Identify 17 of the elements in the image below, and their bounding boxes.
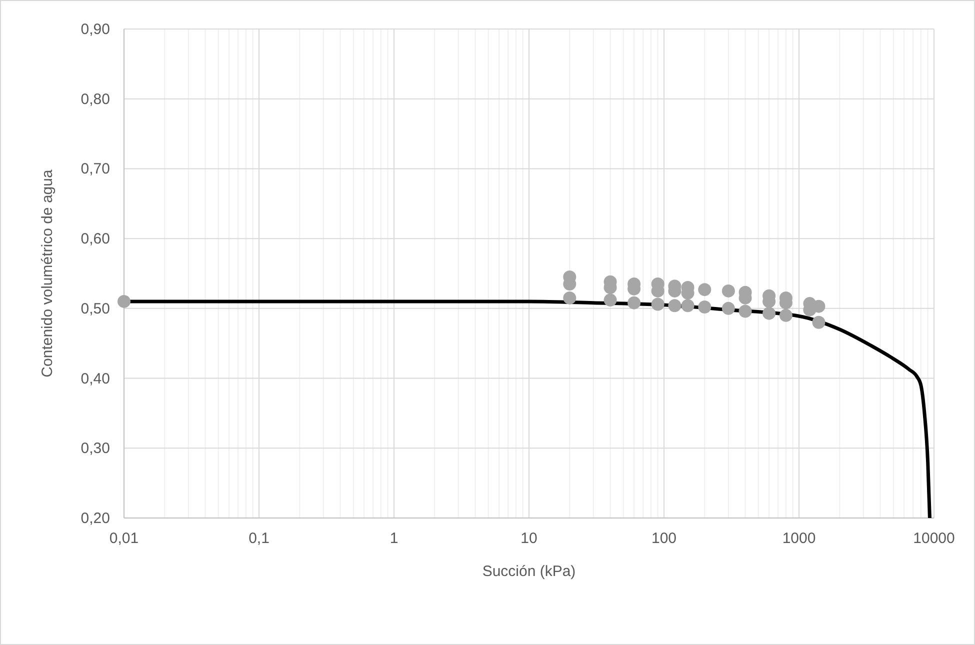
x-tick-label: 1000 (782, 530, 816, 547)
x-tick-label: 100 (651, 530, 677, 547)
y-tick-label: 0,30 (80, 440, 110, 458)
y-tick-label: 0,60 (80, 230, 110, 248)
y-tick-label: 0,90 (80, 21, 110, 38)
y-tick-label: 0,20 (80, 510, 110, 527)
x-tick-label: 0,01 (109, 530, 139, 547)
x-tick-label: 10000 (913, 530, 955, 547)
x-tick-label: 1 (390, 530, 398, 547)
x-tick-label: 10 (520, 530, 538, 547)
y-tick-label: 0,50 (80, 300, 110, 318)
x-tick-label: 0,1 (248, 530, 270, 547)
y-tick-label: 0,70 (80, 160, 110, 178)
x-axis-title: Succión (kPa) (482, 563, 576, 580)
y-tick-label: 0,80 (80, 90, 110, 108)
y-axis-title: Contenido volumétrico de agua (39, 169, 56, 378)
y-tick-label: 0,40 (80, 370, 110, 388)
